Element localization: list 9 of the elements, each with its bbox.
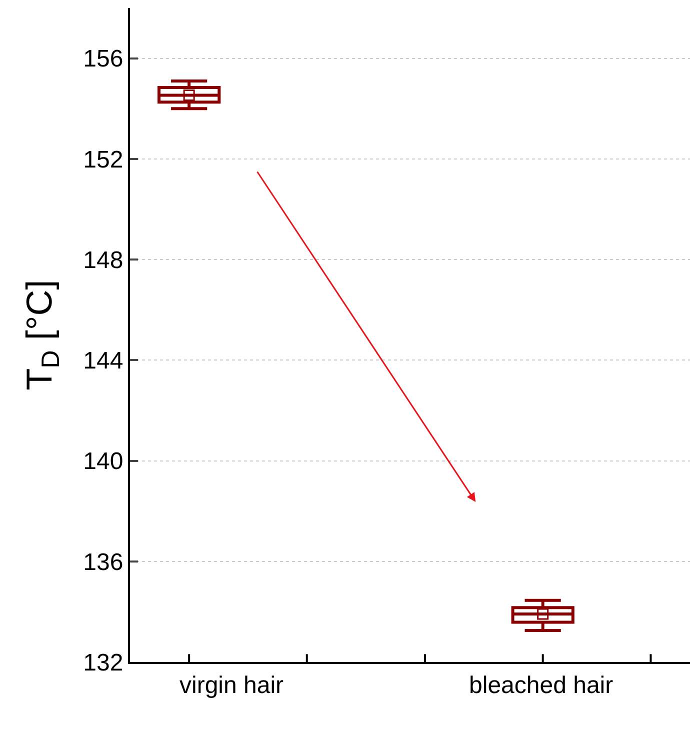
x-tick-label: bleached hair <box>469 672 614 699</box>
y-tick-label: 132 <box>83 649 124 676</box>
y-tick-label: 140 <box>83 448 124 476</box>
x-tick-label: virgin hair <box>180 672 284 699</box>
y-tick-label: 136 <box>83 548 124 576</box>
y-tick-label: 152 <box>83 146 124 174</box>
y-tick-label: 148 <box>83 246 124 274</box>
y-tick-label: 156 <box>83 46 124 73</box>
y-tick-label: 144 <box>83 348 124 375</box>
